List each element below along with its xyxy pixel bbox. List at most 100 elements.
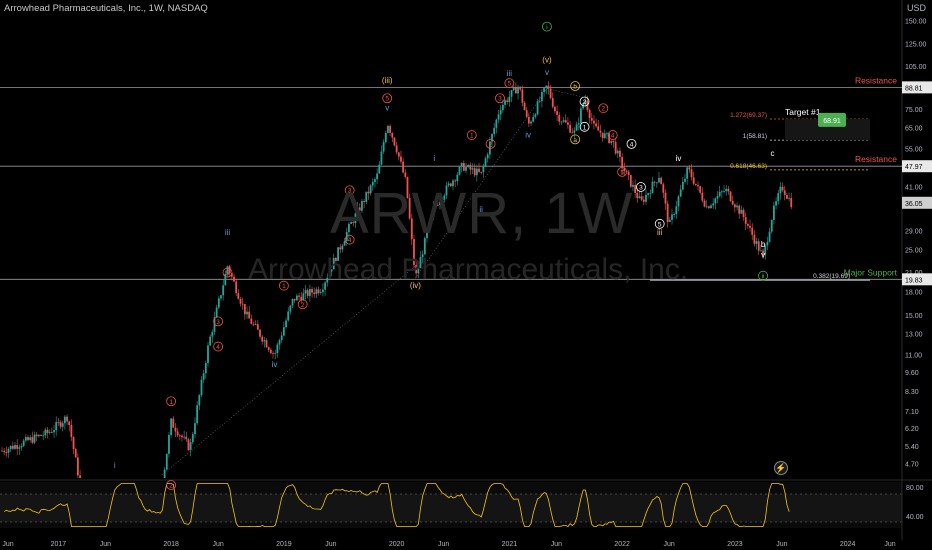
candle-body	[744, 217, 747, 224]
wave-label: 5	[658, 221, 662, 228]
candle-body	[302, 293, 305, 301]
candle-body	[658, 177, 660, 183]
candle-body	[486, 154, 489, 159]
candle-body	[749, 225, 751, 228]
candle-body	[248, 311, 251, 319]
candle-body	[558, 114, 561, 122]
candle-body	[710, 205, 712, 209]
candle-body	[534, 114, 537, 117]
wave-label: 1	[583, 124, 587, 131]
wave-label: i	[546, 24, 547, 31]
candle-body	[653, 181, 656, 183]
candle-body	[573, 130, 576, 133]
candle-body	[5, 452, 8, 453]
candle-body	[497, 114, 500, 120]
candle-body	[317, 289, 320, 294]
wave-label: 1	[470, 133, 474, 140]
candle-body	[246, 311, 248, 315]
candle-body	[61, 423, 64, 427]
wave-circle	[617, 166, 628, 177]
candle-body	[70, 424, 73, 438]
candle-body	[402, 161, 405, 173]
wave-label: (iii)	[382, 76, 393, 85]
wave-label: 3	[498, 96, 502, 103]
candle-body	[452, 180, 454, 187]
wave-circle	[382, 93, 393, 104]
wave-label: iii	[657, 228, 663, 237]
candle-body	[380, 151, 383, 165]
candle-body	[729, 191, 732, 202]
currency-label: USD	[907, 3, 927, 13]
candle-body	[16, 445, 19, 449]
candle-body	[168, 435, 170, 454]
wave-circle	[278, 280, 289, 291]
candle-body	[517, 86, 519, 94]
candle-body	[367, 191, 370, 194]
candle-body	[387, 125, 389, 133]
candle-body	[374, 179, 376, 182]
y-axis-tick: 65.00	[905, 125, 923, 132]
candle-body	[527, 116, 530, 124]
candle-body	[707, 206, 710, 209]
candle-body	[595, 123, 598, 127]
candle-body	[460, 163, 463, 167]
candle-body	[285, 320, 287, 328]
candle-body	[243, 304, 246, 315]
x-axis-tick: Jun	[438, 541, 449, 548]
candle-body	[397, 152, 400, 157]
candle-body	[495, 119, 498, 128]
x-axis-tick: Jun	[663, 541, 674, 548]
candle-body	[655, 182, 658, 184]
wave-label: b	[761, 240, 766, 249]
wave-label: 1	[282, 283, 286, 290]
wave-label: 5	[620, 169, 624, 176]
candle-body	[339, 247, 342, 250]
candle-body	[673, 214, 676, 215]
candle-body	[361, 201, 363, 211]
candle-body	[198, 395, 201, 406]
candle-body	[183, 436, 186, 438]
wave-circle	[654, 218, 665, 229]
candle-body	[443, 195, 446, 200]
candle-body	[692, 177, 695, 184]
candle-body	[770, 219, 773, 232]
support-label: Major Support	[844, 267, 898, 277]
candle-body	[172, 418, 175, 428]
wave-label: iv	[676, 154, 682, 163]
candle-body	[475, 168, 478, 176]
y-axis-tick: 7.10	[905, 409, 919, 416]
candle-body	[295, 295, 298, 301]
candle-body	[274, 352, 277, 354]
candle-body	[293, 298, 296, 301]
x-axis-tick: 2023	[727, 541, 743, 548]
candle-body	[768, 231, 771, 242]
candle-body	[432, 206, 435, 215]
candle-body	[306, 290, 309, 296]
y-axis-tick: 41.00	[905, 184, 923, 191]
x-axis-tick: Jun	[100, 541, 111, 548]
candle-body	[590, 117, 593, 121]
candle-body	[738, 205, 741, 214]
wave-circle	[466, 130, 477, 140]
candle-body	[597, 126, 600, 131]
wave-circle	[542, 21, 552, 32]
candle-body	[538, 101, 541, 102]
candle-body	[178, 435, 181, 437]
candle-body	[59, 422, 62, 427]
lightning-icon[interactable]: ⚡	[774, 461, 788, 475]
y-axis-tick: 150.00	[905, 18, 927, 25]
wave-circle	[607, 130, 618, 140]
candle-body	[593, 120, 595, 124]
y-axis-tick: 8.30	[905, 389, 919, 396]
candle-body	[341, 245, 344, 250]
candle-body	[44, 429, 47, 436]
candle-body	[536, 101, 539, 115]
candle-body	[343, 241, 346, 246]
candle-body	[629, 175, 632, 187]
candle-body	[291, 298, 294, 306]
wave-label: v	[385, 104, 389, 113]
watermark-company: Arrowhead Pharmaceuticals, Inc.	[248, 253, 689, 286]
candle-body	[74, 449, 77, 458]
candle-body	[690, 169, 693, 178]
